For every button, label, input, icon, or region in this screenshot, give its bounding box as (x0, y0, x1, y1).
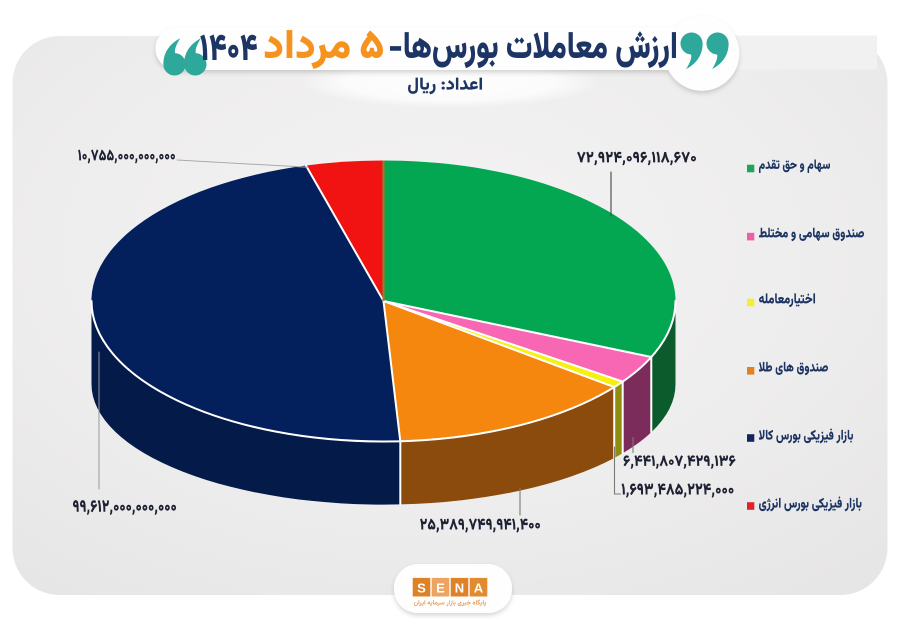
svg-text:S: S (417, 580, 426, 595)
svg-text:A: A (474, 580, 484, 595)
svg-text:N: N (455, 580, 464, 595)
svg-text:E: E (436, 580, 445, 595)
